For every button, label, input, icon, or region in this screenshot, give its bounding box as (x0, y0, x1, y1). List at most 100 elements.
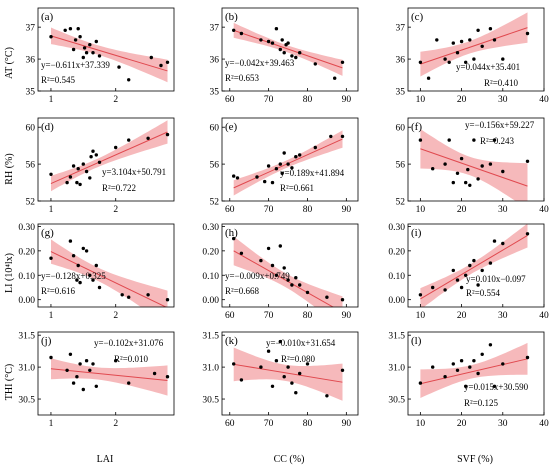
x-tick-label: 1 (49, 311, 54, 321)
x-tick-label: 10 (416, 205, 426, 215)
confidence-band (51, 120, 168, 192)
x-tick-label: 40 (539, 95, 549, 105)
regression-equation: y=−0.156x+59.227 (465, 120, 535, 130)
data-point (333, 76, 337, 80)
y-tick-label: 35 (26, 88, 36, 98)
data-point (97, 54, 102, 58)
data-point (286, 365, 290, 369)
x-tick-label: 1 (49, 95, 54, 105)
y-tick-label: 37 (210, 24, 220, 34)
x-tick-label: 2 (113, 419, 118, 429)
data-point (278, 339, 282, 344)
x-tick-label: 2 (113, 205, 118, 215)
data-point (290, 54, 294, 58)
x-tick-label: 90 (342, 95, 352, 105)
plot-frame (407, 117, 545, 202)
y-tick-label: 31.0 (388, 364, 405, 374)
data-point (266, 39, 271, 44)
panel-i: 10 20 30 40 0.00 0.10 0.20 0.30 (i) y=0.010x−0.09… (388, 223, 549, 321)
data-point (270, 263, 275, 268)
y-tick-label: 35 (396, 88, 406, 98)
y-tick-label: 0.10 (202, 272, 219, 282)
data-point (165, 132, 170, 137)
data-point (290, 166, 294, 170)
data-point (78, 280, 82, 285)
r-squared: R²=0.668 (225, 286, 260, 296)
data-point (476, 177, 480, 181)
data-point (91, 149, 95, 153)
x-tick-label: 60 (225, 419, 235, 429)
data-point (127, 78, 131, 82)
y-tick-label: 36 (210, 56, 220, 66)
x-tick-label: 2 (113, 311, 118, 321)
data-point (340, 60, 345, 64)
x-tick-label: 20 (457, 95, 467, 105)
data-point (418, 381, 423, 385)
panel-letter: (f) (411, 121, 422, 133)
panel-letter: (a) (41, 11, 54, 23)
y-tick-label: 0.20 (18, 247, 35, 257)
data-point (81, 246, 86, 251)
data-point (476, 28, 480, 32)
data-point (259, 258, 263, 263)
data-point (464, 273, 468, 277)
y-tick-label: 31.0 (18, 364, 35, 374)
data-point (459, 285, 464, 290)
data-point (472, 138, 476, 142)
data-point (298, 371, 302, 376)
data-point (459, 359, 464, 363)
data-point (165, 375, 170, 379)
panel-e: 60 70 80 90 52 56 60 (e) y=0.189x+41.894 R²=0.661 (210, 117, 359, 215)
data-point (127, 381, 131, 385)
data-point (459, 39, 464, 44)
data-point (488, 27, 493, 31)
data-point (431, 365, 435, 369)
x-tick-label: 2 (113, 95, 118, 105)
data-point (114, 145, 118, 150)
data-point (282, 375, 286, 379)
data-point (298, 51, 302, 55)
data-point (68, 352, 73, 356)
data-point (443, 57, 447, 61)
data-point (127, 138, 131, 142)
data-point (266, 349, 271, 353)
data-point (49, 256, 53, 260)
x-tick-label: 20 (457, 205, 467, 215)
data-point (71, 381, 76, 385)
data-point (501, 57, 505, 61)
data-point (76, 27, 80, 31)
r-squared: R²=0.722 (102, 183, 136, 193)
data-point (431, 285, 435, 290)
data-point (120, 293, 124, 297)
data-point (239, 251, 244, 255)
data-point (443, 288, 447, 292)
data-point (472, 57, 476, 61)
confidence-band (51, 358, 168, 396)
data-point (447, 60, 451, 64)
data-point (468, 263, 472, 268)
data-point (75, 278, 79, 282)
data-point (84, 51, 89, 55)
x-tick-label: 80 (303, 205, 313, 215)
data-point (49, 172, 53, 176)
data-point (476, 371, 480, 376)
r-squared: R²=0.661 (280, 183, 314, 193)
data-point (464, 384, 468, 388)
y-tick-label: 31.5 (202, 332, 219, 342)
x-tick-label: 20 (457, 419, 467, 429)
regression-equation: y=−0.042x+39.463 (225, 58, 295, 68)
row-label-at: AT (°C) (4, 47, 15, 79)
data-point (298, 283, 302, 287)
data-point (232, 28, 236, 32)
fit-line (50, 368, 168, 381)
x-tick-label: 40 (539, 419, 549, 429)
data-point (294, 391, 298, 395)
data-point (84, 359, 89, 363)
r-squared: R²=0.080 (281, 354, 316, 364)
data-point (286, 41, 290, 45)
data-point (480, 268, 484, 273)
panels-layer: 1 2 35 36 37 (a) y=−0.611x+37.339 R²=0.545 60 70 8… (18, 7, 549, 429)
x-tick-label: 40 (539, 311, 549, 321)
confidence-band (51, 27, 168, 83)
data-point (91, 51, 95, 55)
